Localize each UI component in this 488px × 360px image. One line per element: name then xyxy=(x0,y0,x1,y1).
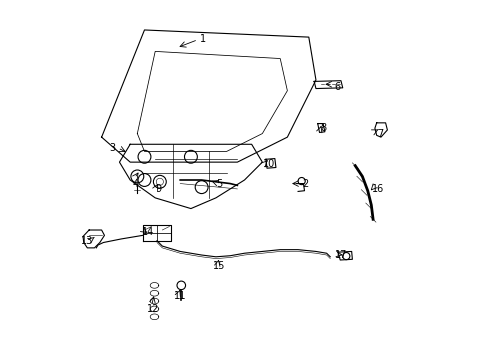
Text: 17: 17 xyxy=(334,250,346,260)
Text: 6: 6 xyxy=(334,82,340,92)
Text: 12: 12 xyxy=(147,303,159,314)
Text: 7: 7 xyxy=(376,129,383,139)
Text: 10: 10 xyxy=(263,159,275,169)
Text: 14: 14 xyxy=(142,227,154,237)
Text: 9: 9 xyxy=(155,184,162,194)
Text: 1: 1 xyxy=(200,34,206,44)
Text: 15: 15 xyxy=(213,261,225,271)
Text: 11: 11 xyxy=(174,291,186,301)
Text: 13: 13 xyxy=(81,236,93,246)
Text: 4: 4 xyxy=(132,179,138,189)
Text: 5: 5 xyxy=(216,179,222,189)
Text: 3: 3 xyxy=(109,143,115,153)
Text: 2: 2 xyxy=(302,179,308,189)
Text: 16: 16 xyxy=(371,184,384,194)
Text: 8: 8 xyxy=(319,123,325,133)
